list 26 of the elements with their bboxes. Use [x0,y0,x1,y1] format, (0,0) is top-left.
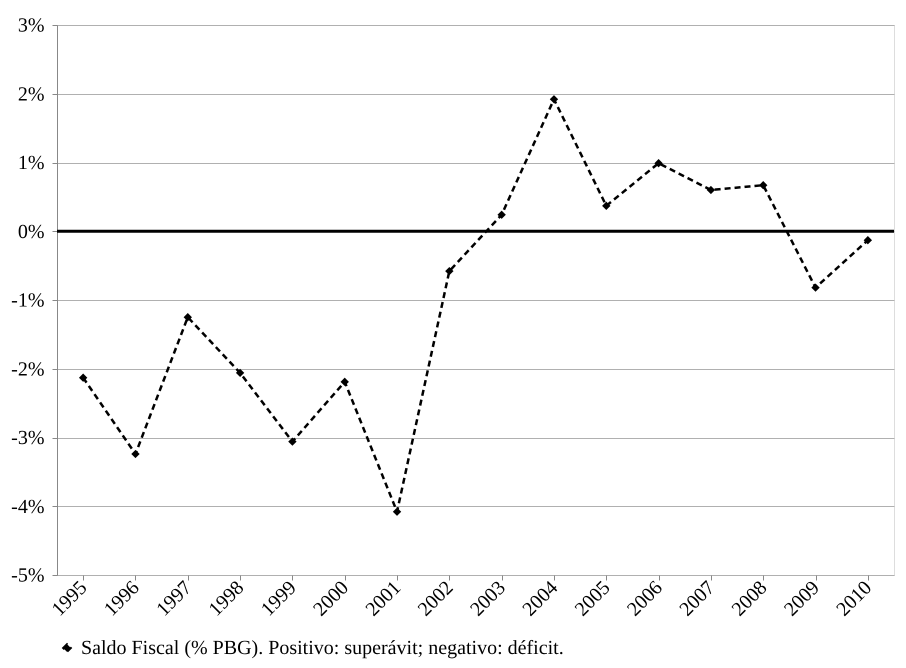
y-tick-label: 0% [18,220,44,243]
point [654,159,663,168]
point [497,210,506,219]
y-tick-label: -2% [11,358,44,380]
point [445,266,454,276]
point [78,374,88,382]
point [602,202,610,210]
point [340,378,349,386]
y-tick-label: 1% [18,152,44,174]
y-tick-label: 2% [18,83,44,106]
point [184,313,192,322]
legend-label: Saldo Fiscal (% PBG). Positivo: superávit; negativo: déficit. [81,637,564,659]
y-tick-label: -1% [11,290,44,312]
y-tick-label: -3% [11,427,44,449]
point [392,508,402,516]
y-tick-label: -5% [11,564,44,586]
point [288,437,297,446]
point [811,283,820,292]
y-tick-label: -4% [11,496,44,518]
point [131,450,140,458]
point [759,181,768,190]
point [864,236,872,244]
y-tick-label: 3% [18,14,44,36]
point [236,368,244,378]
point [550,95,558,104]
point [706,186,716,194]
